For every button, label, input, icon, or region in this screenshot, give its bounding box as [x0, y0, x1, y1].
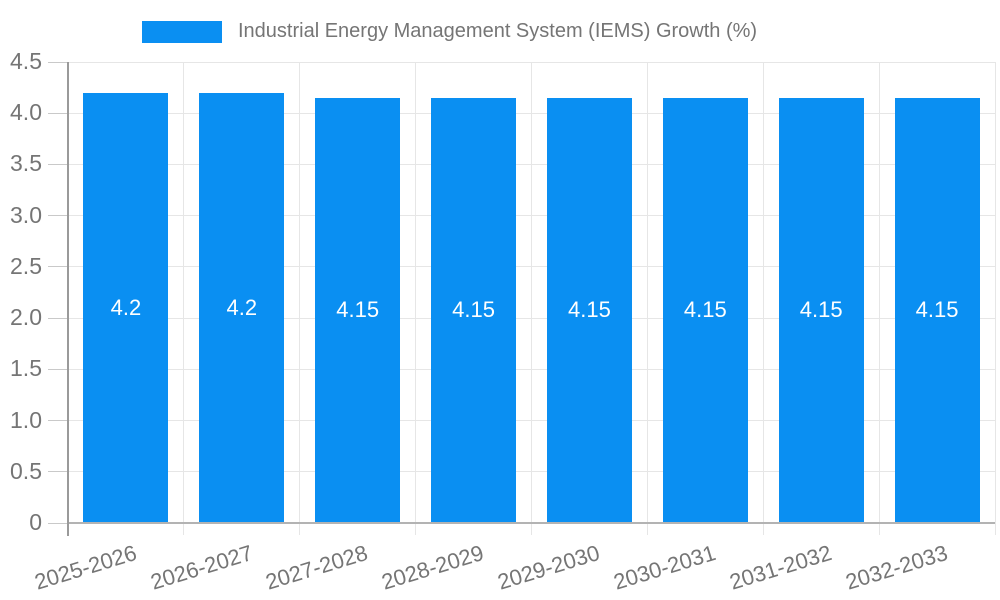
bar[interactable]: 4.15 [894, 97, 980, 523]
gridline-vertical [531, 62, 532, 535]
bar-value-label: 4.15 [683, 297, 727, 323]
y-tick-label: 3.5 [10, 150, 42, 177]
y-tick-label: 0 [29, 509, 42, 535]
y-tick-label: 2.5 [10, 252, 42, 279]
bar-value-label: 4.15 [568, 297, 611, 323]
x-tick-label: 2030-2031 [610, 540, 719, 595]
bar[interactable]: 4.15 [662, 97, 748, 523]
y-axis-line [67, 62, 69, 536]
y-tick-label: 0.5 [10, 457, 42, 484]
bar[interactable]: 4.15 [431, 97, 517, 523]
y-tick-label: 4.5 [10, 48, 42, 74]
bar[interactable]: 4.2 [199, 92, 285, 523]
x-tick-label: 2026-2027 [147, 540, 256, 595]
y-tick-mark [48, 368, 68, 370]
y-tick-label: 2.0 [10, 304, 42, 331]
chart-legend[interactable]: Industrial Energy Management System (IEM… [142, 20, 757, 43]
gridline-vertical [299, 62, 301, 535]
bar-value-label: 4.15 [915, 297, 959, 323]
x-axis-line [68, 522, 995, 524]
bar-value-label: 4.15 [336, 297, 380, 323]
plot-right-border [994, 62, 996, 535]
bar-value-label: 4.15 [452, 297, 495, 323]
x-tick-label: 2031-2032 [726, 540, 835, 595]
legend-swatch[interactable] [142, 20, 222, 43]
y-tick-mark [48, 215, 68, 217]
gridline-vertical [878, 62, 880, 535]
x-tick-label: 2027-2028 [263, 540, 371, 595]
y-tick-label: 4.0 [10, 99, 42, 126]
y-tick-label: 3.0 [10, 201, 42, 228]
y-tick-mark [48, 471, 68, 473]
x-tick-label: 2029-2030 [494, 540, 603, 595]
bar[interactable]: 4.15 [315, 97, 401, 523]
y-tick-mark [48, 420, 68, 422]
gridline-vertical [646, 62, 648, 535]
bar[interactable]: 4.15 [546, 97, 632, 523]
x-tick-label: 2028-2029 [378, 540, 487, 595]
y-tick-label: 1.5 [10, 355, 42, 382]
y-tick-mark [48, 163, 68, 165]
gridline-vertical [762, 62, 764, 535]
y-tick-mark [48, 266, 68, 268]
y-tick-mark [48, 61, 68, 63]
y-tick-mark [48, 522, 68, 524]
y-tick-mark [48, 317, 68, 319]
bar[interactable]: 4.2 [83, 92, 169, 523]
gridline-vertical [183, 62, 185, 535]
bar-value-label: 4.15 [799, 297, 843, 323]
x-tick-label: 2032-2033 [842, 540, 951, 595]
gridline-vertical [415, 62, 417, 535]
bar-value-label: 4.2 [110, 294, 142, 320]
bar[interactable]: 4.15 [778, 97, 864, 523]
x-tick-label: 2025-2026 [31, 540, 140, 595]
legend-label: Industrial Energy Management System (IEM… [238, 20, 758, 42]
bar-value-label: 4.2 [226, 294, 258, 320]
y-tick-label: 1.0 [10, 406, 42, 433]
y-tick-mark [48, 112, 68, 114]
